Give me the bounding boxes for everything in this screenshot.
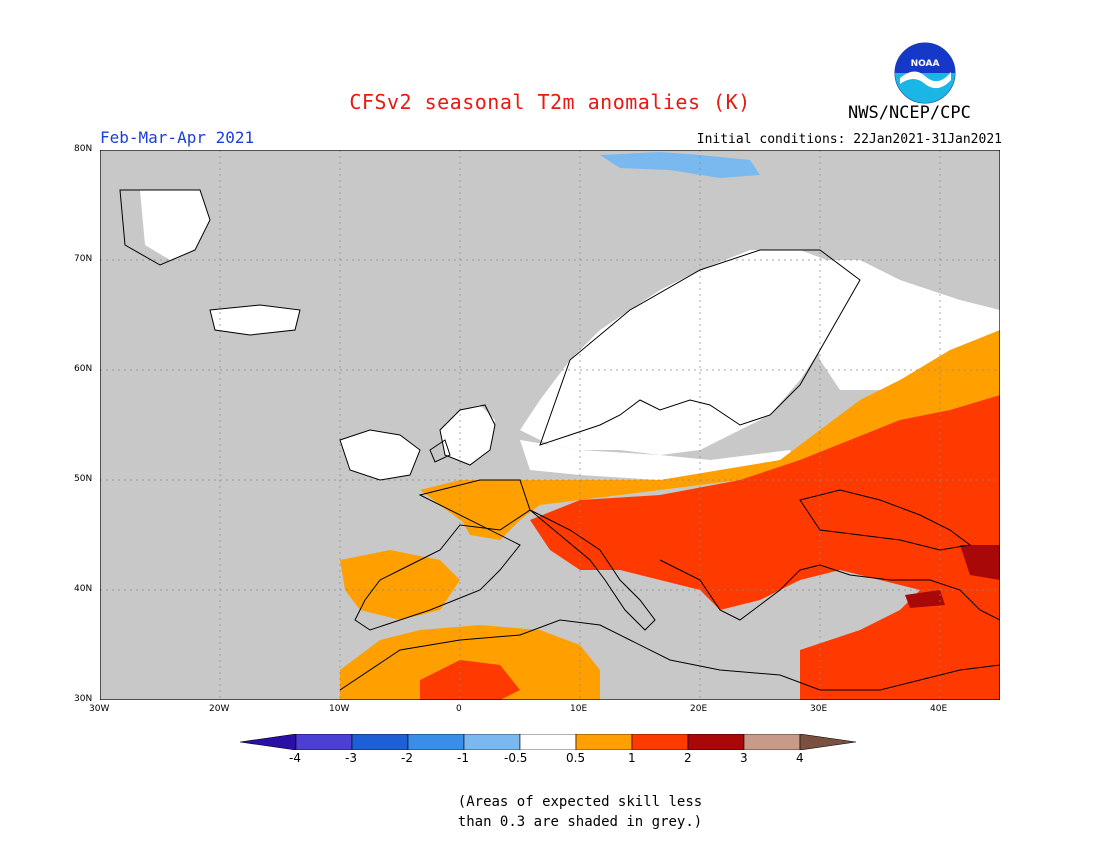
- lon-tick: 20E: [690, 704, 708, 714]
- colorbar-cell: [631, 734, 689, 750]
- colorbar-cell: [351, 734, 409, 750]
- lat-tick: 60N: [74, 364, 93, 374]
- skill-note: (Areas of expected skill less than 0.3 a…: [400, 792, 760, 832]
- warm-region-strong: [420, 395, 1000, 700]
- lat-tick: 40N: [74, 584, 93, 594]
- lon-tick: 30W: [89, 704, 110, 714]
- chart-title: CFSv2 seasonal T2m anomalies (K): [349, 90, 751, 114]
- warm-region-extreme: [905, 545, 1000, 608]
- lat-tick: 30N: [74, 694, 93, 704]
- colorbar-label: -2: [401, 751, 413, 765]
- colorbar-cell: [407, 734, 465, 750]
- colorbar-label: 0.5: [566, 751, 586, 765]
- lat-tick: 80N: [74, 144, 93, 154]
- lon-tick: 40E: [930, 704, 948, 714]
- lon-tick: 10E: [570, 704, 588, 714]
- lon-tick: 20W: [209, 704, 230, 714]
- colorbar-label: -4: [289, 751, 301, 765]
- anomaly-map: [100, 150, 1000, 700]
- lon-tick: 30E: [810, 704, 828, 714]
- lon-tick: 10W: [329, 704, 350, 714]
- colorbar-cell: [575, 734, 633, 750]
- colorbar-cell: [463, 734, 521, 750]
- lon-tick: 0: [456, 704, 462, 714]
- noaa-logo: NOAA: [894, 42, 956, 104]
- colorbar-label: -0.5: [504, 751, 528, 765]
- skill-note-line: than 0.3 are shaded in grey.): [457, 814, 703, 830]
- colorbar-label: 1: [628, 751, 636, 765]
- forecast-period: Feb-Mar-Apr 2021: [100, 128, 255, 147]
- colorbar-cell: [799, 734, 857, 750]
- logo-text: NOAA: [911, 59, 940, 69]
- colorbar-label: 4: [796, 751, 804, 765]
- colorbar-cell: [743, 734, 801, 750]
- colorbar-label: 2: [684, 751, 692, 765]
- cool-region: [600, 152, 760, 178]
- colorbar-label: -1: [457, 751, 469, 765]
- lat-tick: 70N: [74, 254, 93, 264]
- colorbar: [240, 734, 857, 750]
- lat-tick: 50N: [74, 474, 93, 484]
- skill-note-line: (Areas of expected skill less: [457, 794, 703, 810]
- coastlines: [119, 189, 1000, 691]
- colorbar-cell: [519, 734, 577, 750]
- colorbar-cell: [240, 734, 297, 750]
- colorbar-cell: [295, 734, 353, 750]
- map-gridlines: [100, 150, 1000, 700]
- agency-label: NWS/NCEP/CPC: [848, 103, 971, 123]
- colorbar-cell: [687, 734, 745, 750]
- initial-conditions: Initial conditions: 22Jan2021-31Jan2021: [696, 132, 1002, 147]
- colorbar-label: -3: [345, 751, 357, 765]
- colorbar-label: 3: [740, 751, 748, 765]
